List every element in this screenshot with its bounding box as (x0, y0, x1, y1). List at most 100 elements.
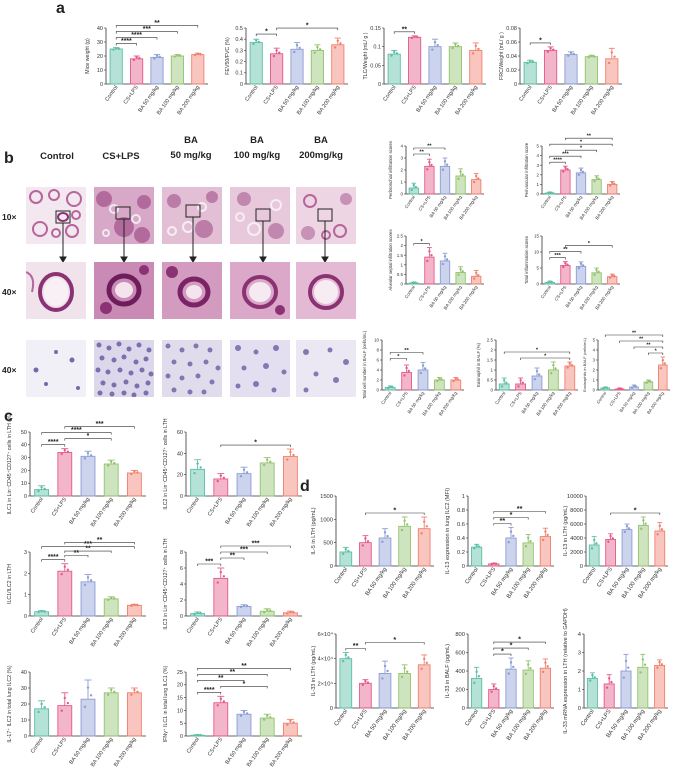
chart-a1-ytick-label: 30 (97, 40, 103, 46)
chart-b2-point (546, 192, 549, 195)
chart-b5-xtick-label: CS+LPS (395, 391, 409, 408)
chart-b3-xtick-label: CS+LPS (417, 285, 431, 302)
chart-b3-ytick-label: 2.5 (397, 234, 404, 239)
chart-b2-sig-bracket (549, 155, 582, 159)
chart-b1-point (461, 173, 464, 176)
chart-d5-point (477, 674, 481, 678)
chart-d6-point (605, 686, 609, 689)
chart-a2-point (313, 51, 316, 54)
chart-b4-point (611, 273, 614, 277)
chart-c2-point (292, 453, 295, 457)
chart-d4-sig-label: * (393, 635, 396, 644)
chart-b5-sig-bracket (389, 358, 407, 361)
chart-c5-point (113, 690, 116, 694)
chart-c6-sig-bracket (197, 668, 291, 671)
chart-a4-point (592, 55, 596, 58)
chart-b4-sig-bracket (549, 251, 582, 254)
micrograph-40x-cyto-control (26, 340, 86, 397)
chart-b6-point (568, 362, 571, 365)
chart-c5-ytick-label: 40 (21, 670, 27, 676)
chart-c6-xtick-label: BA 100 mg/kg (246, 737, 271, 768)
chart-b5-bar (401, 372, 412, 391)
chart-b4-sig-label: * (588, 241, 591, 247)
chart-c5-point (106, 693, 110, 696)
chart-c5-xtick-label: CS+LPS (51, 736, 68, 757)
chart-b7-sig-bracket (604, 334, 664, 337)
chart-c1-point (113, 462, 116, 465)
chart-b2-point (613, 182, 616, 186)
chart-a1-point (153, 57, 156, 60)
chart-c5-point (130, 693, 133, 696)
chart-a1-bar (191, 54, 205, 85)
chart-c1-point (136, 471, 139, 474)
chart-c5-ytick-label: 30 (21, 686, 27, 692)
chart-total-inflammation-scores: 0 5 10 15 Total inflammation scores Control CS… (524, 234, 620, 311)
chart-d5-ytick-label: 0 (462, 706, 465, 712)
chart-d6-ylabel: IL-33 mRNA expression in LTH (relative t… (563, 608, 569, 734)
chart-a3-point (410, 36, 414, 40)
chart-c2-ytick-label: 20 (177, 473, 183, 479)
chart-b6-point (554, 367, 557, 370)
chart-a4-bar (523, 61, 537, 85)
chart-b1-sig-label: ** (427, 144, 432, 150)
chart-d5-point (527, 663, 530, 666)
chart-b7-ytick-label: 0 (593, 387, 596, 392)
chart-b5-point (389, 385, 392, 388)
chart-b6-point (500, 385, 504, 388)
chart-b7-xtick-label: CS+LPS (608, 391, 621, 407)
chart-a1-point (193, 53, 197, 57)
chart-d3-point (593, 538, 596, 542)
chart-a1-point (112, 48, 115, 51)
chart-a2-sig-label: * (265, 29, 268, 36)
chart-d4-ytick-label: 4×10⁴ (317, 656, 333, 663)
chart-d5-point (490, 690, 493, 693)
chart-a1-sig-bracket (115, 31, 178, 34)
chart-c4-point (266, 608, 269, 611)
chart-c4-point (245, 604, 249, 608)
chart-a4-point (572, 52, 575, 56)
chart-a4-bar (544, 49, 558, 85)
chart-d6-ytick-label: 4 (578, 632, 582, 638)
chart-b6-bar (515, 383, 526, 391)
chart-b6-point (570, 364, 574, 367)
chart-c1-xtick-label: Control (30, 497, 45, 515)
chart-b1-ylabel: Peribronchial infiltration scores (388, 141, 393, 199)
chart-b6-sig-bracket (503, 351, 571, 354)
chart-c6-bar (213, 702, 229, 737)
chart-c3-bar (126, 604, 142, 617)
chart-d6-point (643, 663, 647, 666)
chart-b4-point (581, 264, 585, 267)
chart-c5-bar (126, 692, 142, 737)
chart-b1-sig-bracket (413, 153, 430, 156)
chart-d2-ytick-label: 1 (462, 494, 465, 500)
chart-b5-point (452, 379, 455, 383)
chart-a2-ytick-label: 0.4 (235, 37, 243, 43)
chart-a4-ytick-label: 0.06 (506, 40, 517, 46)
chart-d4-ylabel: IL-33 in LTH (pg/mL) (311, 646, 317, 697)
chart-b4-ytick-label: 10 (534, 250, 540, 255)
chart-c2-point (196, 462, 199, 465)
chart-b1-point (477, 177, 480, 180)
chart-b3-bar (455, 272, 466, 285)
chart-c5-point (60, 709, 63, 712)
chart-c2-ytick-label: 0 (180, 494, 183, 500)
chart-il13-ilc2: 0 0.2 0.4 0.6 0.8 1 IL-13 expression in lung I… (445, 488, 554, 600)
chart-d6-point (608, 677, 611, 680)
chart-c6-bar (259, 717, 275, 737)
chart-a1-point (132, 58, 136, 62)
micrograph-40x-cyto-ba100 (230, 340, 290, 397)
chart-d4-xtick-label: Control (334, 709, 350, 728)
micrograph-40x-he-ba50 (162, 262, 222, 319)
chart-b6-point (503, 379, 506, 382)
chart-il17-ilc2: 0 10 20 30 40 IL-17⁺ ILC2 in total lung ILC2 … (7, 665, 146, 768)
chart-a2-xtick-label: BA 50 mg/kg (277, 85, 300, 114)
chart-eosinophils-balf: 0 1 2 3 4 5 Eosinophils in BALF (cells/mL) Cont… (582, 331, 670, 415)
chart-c4-point (199, 612, 202, 615)
chart-c1-point (110, 460, 113, 463)
chart-b6-ytick-label: 0.5 (487, 378, 494, 383)
chart-c4-point (262, 610, 266, 614)
chart-b6-sig-label: * (544, 354, 547, 360)
chart-a3-xtick-label: BA 50 mg/kg (415, 85, 438, 114)
chart-c6-sig-label: ** (230, 669, 236, 676)
chart-b2-sig-label: **** (553, 158, 563, 164)
